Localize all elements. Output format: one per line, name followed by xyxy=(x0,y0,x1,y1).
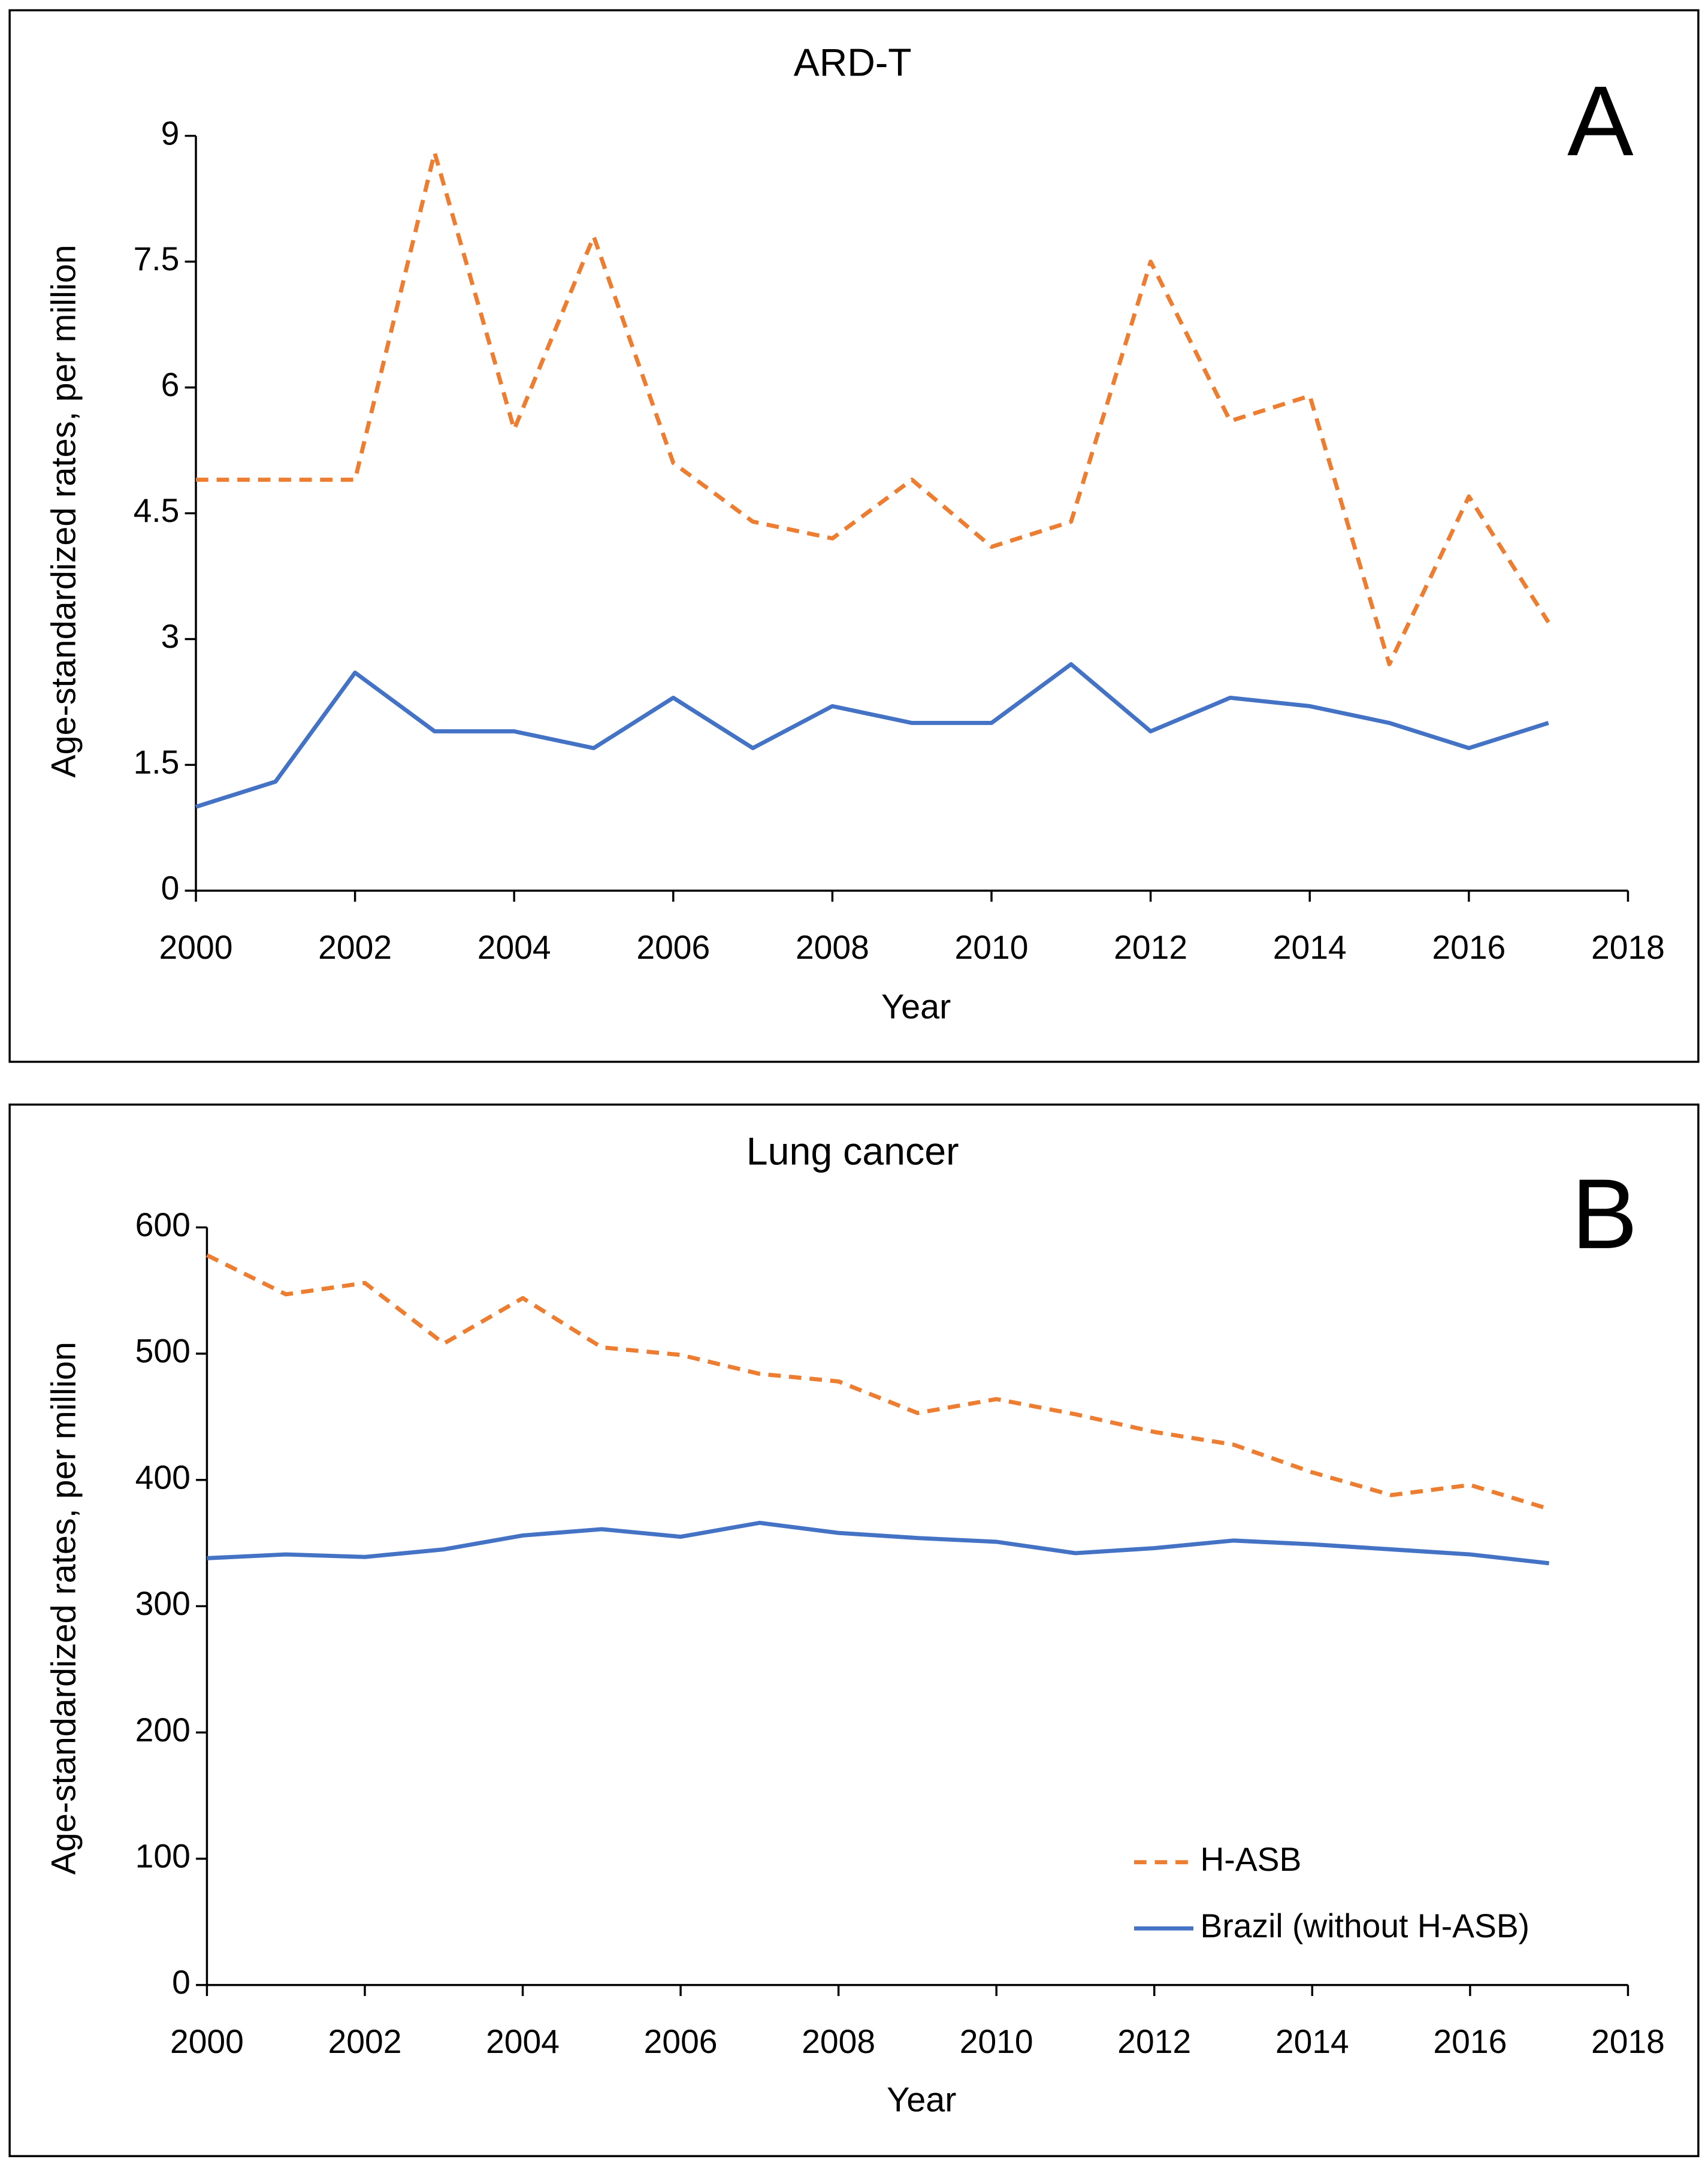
chart-panel: ARD-T A Age-standardized rates, per millio… xyxy=(8,9,1700,1063)
y-tick-label: 600 xyxy=(135,1206,191,1243)
panel-label: B xyxy=(1571,1159,1638,1270)
legend-label: H-ASB xyxy=(1201,1841,1302,1878)
y-tick-label: 500 xyxy=(135,1333,191,1370)
x-tick-label: 2016 xyxy=(1433,2023,1507,2060)
x-tick-label: 2014 xyxy=(1273,929,1347,966)
y-tick-label: 100 xyxy=(135,1837,191,1874)
data-line xyxy=(205,1253,1550,1511)
legend: H-ASB Brazil (without H-ASB) xyxy=(1120,1829,1615,1962)
chart-panel: Lung cancer B Age-standardized rates, per … xyxy=(8,1103,1700,2157)
x-axis-label: Year xyxy=(881,988,951,1026)
y-tick-label: 400 xyxy=(135,1459,191,1496)
chart-title: ARD-T xyxy=(794,41,912,84)
chart-title: Lung cancer xyxy=(746,1130,959,1173)
x-tick-label: 2018 xyxy=(1591,2023,1665,2060)
x-tick-label: 2008 xyxy=(796,929,869,966)
x-tick-label: 2012 xyxy=(1117,2023,1191,2060)
x-tick-label: 2010 xyxy=(955,929,1029,966)
panel-label: A xyxy=(1567,66,1634,177)
y-axis-label: Age-standardized rates, per million xyxy=(45,1342,83,1874)
data-line xyxy=(207,1520,1550,1566)
data-line xyxy=(195,662,1549,809)
y-tick-label: 7.5 xyxy=(134,240,180,277)
y-tick-label: 0 xyxy=(161,869,180,907)
x-tick-label: 2008 xyxy=(802,2023,875,2060)
legend-label: Brazil (without H-ASB) xyxy=(1201,1907,1530,1944)
x-tick-label: 2002 xyxy=(318,929,392,966)
x-tick-label: 2012 xyxy=(1114,929,1187,966)
x-tick-label: 2006 xyxy=(644,2023,718,2060)
x-tick-label: 2004 xyxy=(477,929,551,966)
y-tick-label: 200 xyxy=(135,1711,191,1749)
data-line xyxy=(196,150,1550,666)
x-tick-label: 2000 xyxy=(170,2023,244,2060)
y-tick-label: 0 xyxy=(172,1964,191,2001)
x-tick-label: 2016 xyxy=(1432,929,1506,966)
x-tick-label: 2006 xyxy=(636,929,710,966)
panel-frame xyxy=(8,1103,1700,2157)
y-tick-label: 4.5 xyxy=(134,492,180,529)
x-tick-label: 2010 xyxy=(960,2023,1033,2060)
y-tick-label: 3 xyxy=(161,618,180,655)
x-tick-label: 2000 xyxy=(159,929,233,966)
y-tick-label: 1.5 xyxy=(134,744,180,781)
x-axis-label: Year xyxy=(887,2081,956,2119)
panel-frame xyxy=(8,9,1700,1063)
x-tick-label: 2014 xyxy=(1275,2023,1349,2060)
y-tick-label: 6 xyxy=(161,366,180,403)
legend-box xyxy=(1120,1829,1615,1962)
y-tick-label: 300 xyxy=(135,1585,191,1622)
x-tick-label: 2004 xyxy=(486,2023,560,2060)
x-tick-label: 2018 xyxy=(1591,929,1665,966)
y-tick-label: 9 xyxy=(161,114,180,152)
y-axis-label: Age-standardized rates, per million xyxy=(45,244,83,777)
x-tick-label: 2002 xyxy=(328,2023,402,2060)
